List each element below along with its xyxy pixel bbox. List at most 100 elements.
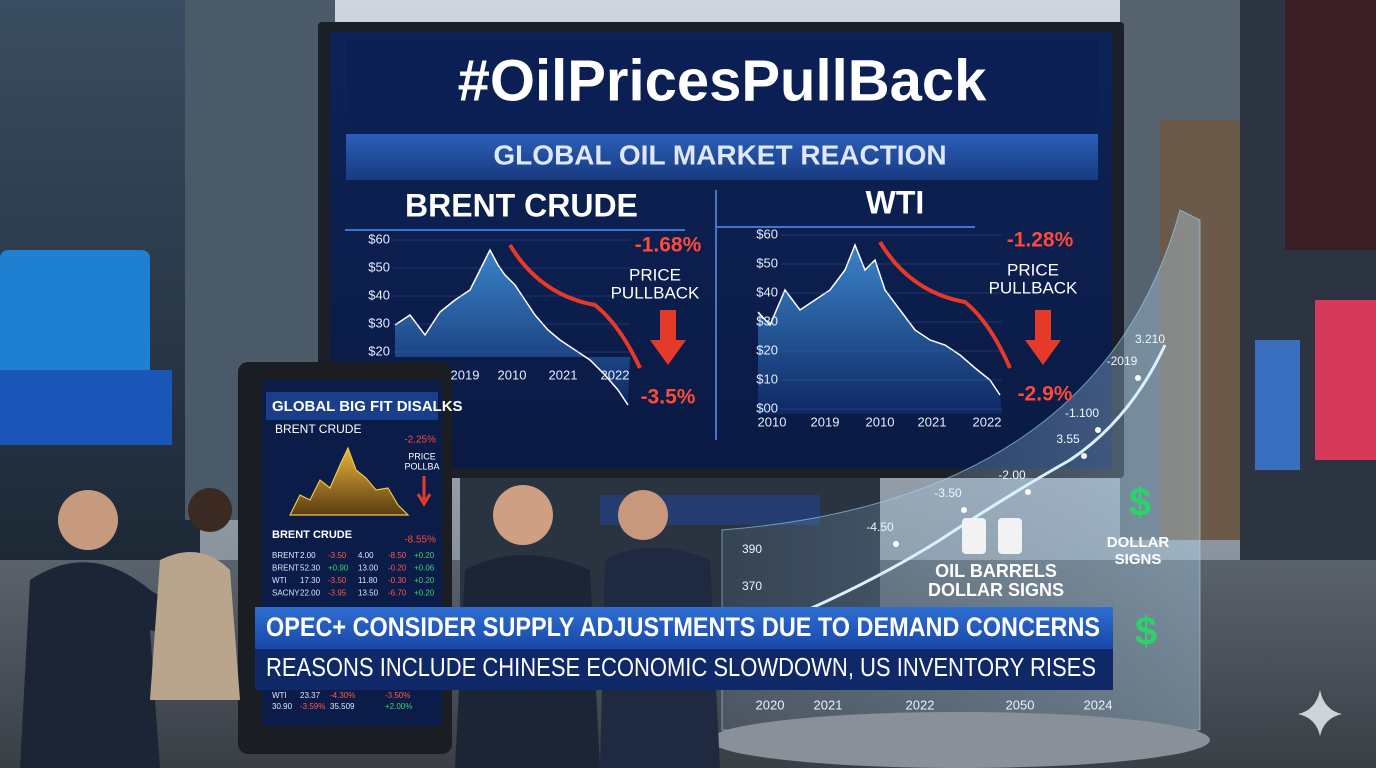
- hologram-curve: [759, 344, 1167, 632]
- kiosk-cell: 4.00: [358, 551, 374, 560]
- person-head: [493, 485, 553, 545]
- kiosk-cell: 2.00: [300, 551, 316, 560]
- dollar-icon: $: [1129, 481, 1151, 525]
- kiosk-cell: 35.509: [330, 702, 355, 711]
- kiosk-note: POLLBA: [404, 461, 439, 471]
- note-label: PRICE: [1007, 260, 1059, 279]
- kiosk-cell: WTI: [272, 691, 287, 700]
- y-tick-label: $00: [756, 400, 778, 415]
- hologram-x-label: 2020: [756, 697, 785, 712]
- change-label: -1.28%: [1007, 229, 1074, 252]
- x-tick-label: 2019: [451, 367, 480, 382]
- hologram-value: 3.55: [1056, 432, 1080, 446]
- kiosk-cell: +0.90: [328, 564, 349, 573]
- kiosk-title-band: [266, 392, 438, 420]
- led-sign: [0, 370, 172, 445]
- sparkle: [1298, 690, 1342, 736]
- kiosk-change: -2.25%: [404, 435, 436, 446]
- kiosk-cell: WTI: [272, 576, 287, 585]
- kiosk-cell: 13.50: [358, 589, 379, 598]
- price-line: [394, 248, 629, 406]
- kiosk-cell: -4.30%: [330, 691, 355, 700]
- x-tick-label: 2019: [811, 414, 840, 429]
- person: [20, 562, 200, 768]
- kiosk-cell: -3.50: [328, 576, 347, 585]
- x-tick-label: 2022: [973, 414, 1002, 429]
- hologram-value: -2019: [1107, 354, 1138, 368]
- x-tick-label: 2010: [866, 414, 895, 429]
- kiosk-cell: +0.20: [414, 589, 435, 598]
- down-arrow: [650, 310, 686, 365]
- billboard: [1285, 0, 1376, 250]
- kiosk-chart-title: BRENT CRUDE: [275, 422, 361, 436]
- hologram-value: 390: [742, 542, 762, 556]
- kiosk-cell: 22.00: [300, 589, 321, 598]
- kiosk-cell: -0.20: [388, 564, 407, 573]
- curve-point: [1025, 489, 1031, 495]
- person-head: [618, 490, 668, 540]
- y-tick-label: $10: [756, 371, 778, 386]
- hologram-value: -2.00: [998, 468, 1026, 482]
- barrel: [962, 518, 986, 554]
- curve-point: [1095, 427, 1101, 433]
- y-tick-label: $40: [756, 284, 778, 299]
- kiosk-cell: -6.70: [388, 589, 407, 598]
- x-tick-label: 2021: [918, 414, 947, 429]
- curve-point: [1081, 453, 1087, 459]
- hologram-label: OIL BARRELS: [935, 561, 1057, 581]
- y-tick-label: $50: [756, 255, 778, 270]
- billboard: [1315, 300, 1376, 460]
- kiosk-cell: -3.95: [328, 589, 347, 598]
- hologram-x-label: 2024: [1084, 697, 1113, 712]
- lower-third-line: REASONS INCLUDE CHINESE ECONOMIC SLOWDOW…: [266, 652, 1096, 682]
- lower-third-band: [255, 649, 1113, 690]
- kiosk-cell: BRENT: [272, 551, 299, 560]
- hologram-value: -3.50: [934, 486, 962, 500]
- x-tick-label: 2022: [601, 367, 630, 382]
- kiosk-cell: +0.20: [414, 551, 435, 560]
- hologram-value: -1.100: [1065, 406, 1099, 420]
- person: [150, 552, 240, 700]
- y-tick-label: $30: [368, 315, 390, 330]
- price-area: [395, 250, 630, 405]
- kiosk-cell: SACNY: [272, 589, 300, 598]
- kiosk-cell: +2.00%: [385, 702, 412, 711]
- y-tick-label: $40: [368, 287, 390, 302]
- hologram-x-label: 2050: [1006, 697, 1035, 712]
- kiosk-arrow: [416, 476, 432, 507]
- panel-title: WTI: [866, 184, 925, 220]
- trend-arrow: [878, 240, 1012, 369]
- kiosk-table-change: -8.55%: [404, 535, 436, 546]
- headline-band: [346, 40, 1098, 126]
- end-change-label: -2.9%: [1018, 383, 1073, 406]
- x-tick-label: 2021: [549, 367, 578, 382]
- dollar-icon: $: [1135, 610, 1157, 654]
- hologram-value: 370: [742, 579, 762, 593]
- kiosk-cell: -3.50: [328, 551, 347, 560]
- barrels: [962, 518, 1022, 554]
- hologram-base: [710, 712, 1210, 768]
- y-tick-label: $60: [368, 231, 390, 246]
- note-label: PULLBACK: [989, 278, 1078, 297]
- kiosk-cell: -8.50: [388, 551, 407, 560]
- kiosk-cell: -0.30: [388, 576, 407, 585]
- kiosk-cell: 13.00: [358, 564, 379, 573]
- kiosk-cell: 52.30: [300, 564, 321, 573]
- kiosk-cell: BRENT: [272, 564, 299, 573]
- lower-third-line: OPEC+ CONSIDER SUPPLY ADJUSTMENTS DUE TO…: [266, 612, 1100, 642]
- kiosk-table-title: BRENT CRUDE: [272, 529, 352, 541]
- kiosk-cell: -3.59%: [300, 702, 325, 711]
- curve-point: [893, 541, 899, 547]
- hologram-x-label: 2021: [814, 697, 843, 712]
- lower-third-band: [255, 607, 1113, 649]
- kiosk-cell: 30.90: [272, 702, 293, 711]
- headline: #OilPricesPullBack: [458, 48, 987, 113]
- trend-arrow: [508, 243, 642, 369]
- subheadline: GLOBAL OIL MARKET REACTION: [493, 139, 946, 170]
- hologram-x-label: 2022: [906, 697, 935, 712]
- person-head: [58, 490, 118, 550]
- subheadline-band: [346, 134, 1098, 180]
- panel-title: BRENT CRUDE: [405, 187, 638, 223]
- kiosk-title: GLOBAL BIG FIT DISALKS: [272, 398, 463, 415]
